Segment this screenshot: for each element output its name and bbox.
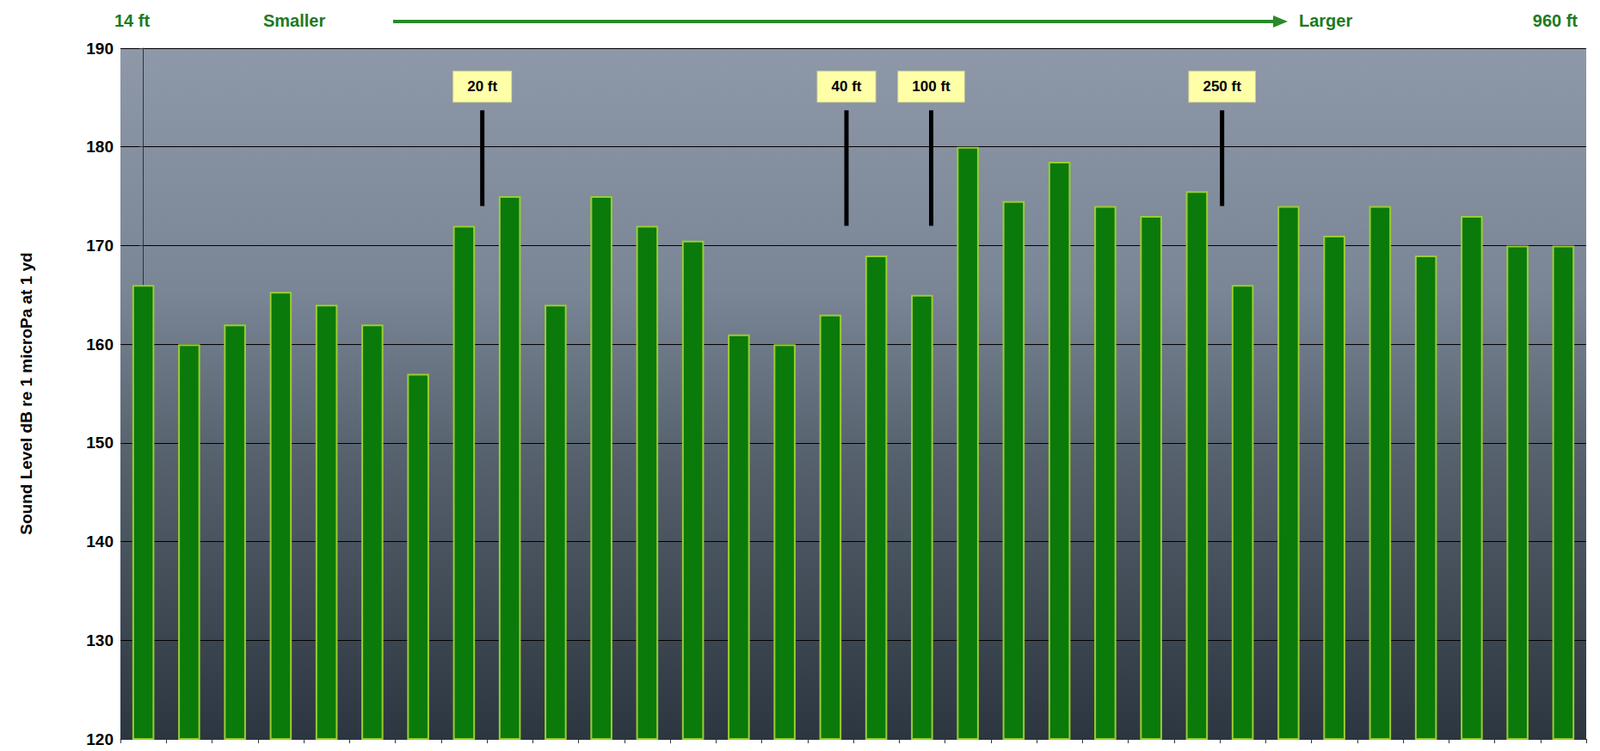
svg-text:140: 140 bbox=[86, 532, 114, 551]
svg-text:160: 160 bbox=[86, 335, 114, 354]
svg-text:40 ft: 40 ft bbox=[831, 78, 862, 95]
svg-text:Sound Level dB re 1 microPa at: Sound Level dB re 1 microPa at 1 yd bbox=[17, 252, 36, 535]
svg-text:Larger: Larger bbox=[1298, 11, 1353, 31]
svg-text:120: 120 bbox=[86, 730, 114, 749]
svg-text:150: 150 bbox=[86, 433, 114, 452]
svg-text:Smaller: Smaller bbox=[263, 11, 326, 31]
svg-text:100 ft: 100 ft bbox=[911, 78, 951, 95]
svg-text:250 ft: 250 ft bbox=[1202, 78, 1242, 95]
svg-text:960 ft: 960 ft bbox=[1532, 11, 1579, 31]
svg-text:130: 130 bbox=[86, 631, 114, 650]
svg-text:20 ft: 20 ft bbox=[467, 78, 498, 95]
svg-text:170: 170 bbox=[86, 236, 114, 255]
svg-text:180: 180 bbox=[86, 137, 114, 156]
svg-text:14 ft: 14 ft bbox=[114, 11, 150, 31]
svg-text:190: 190 bbox=[86, 39, 114, 58]
